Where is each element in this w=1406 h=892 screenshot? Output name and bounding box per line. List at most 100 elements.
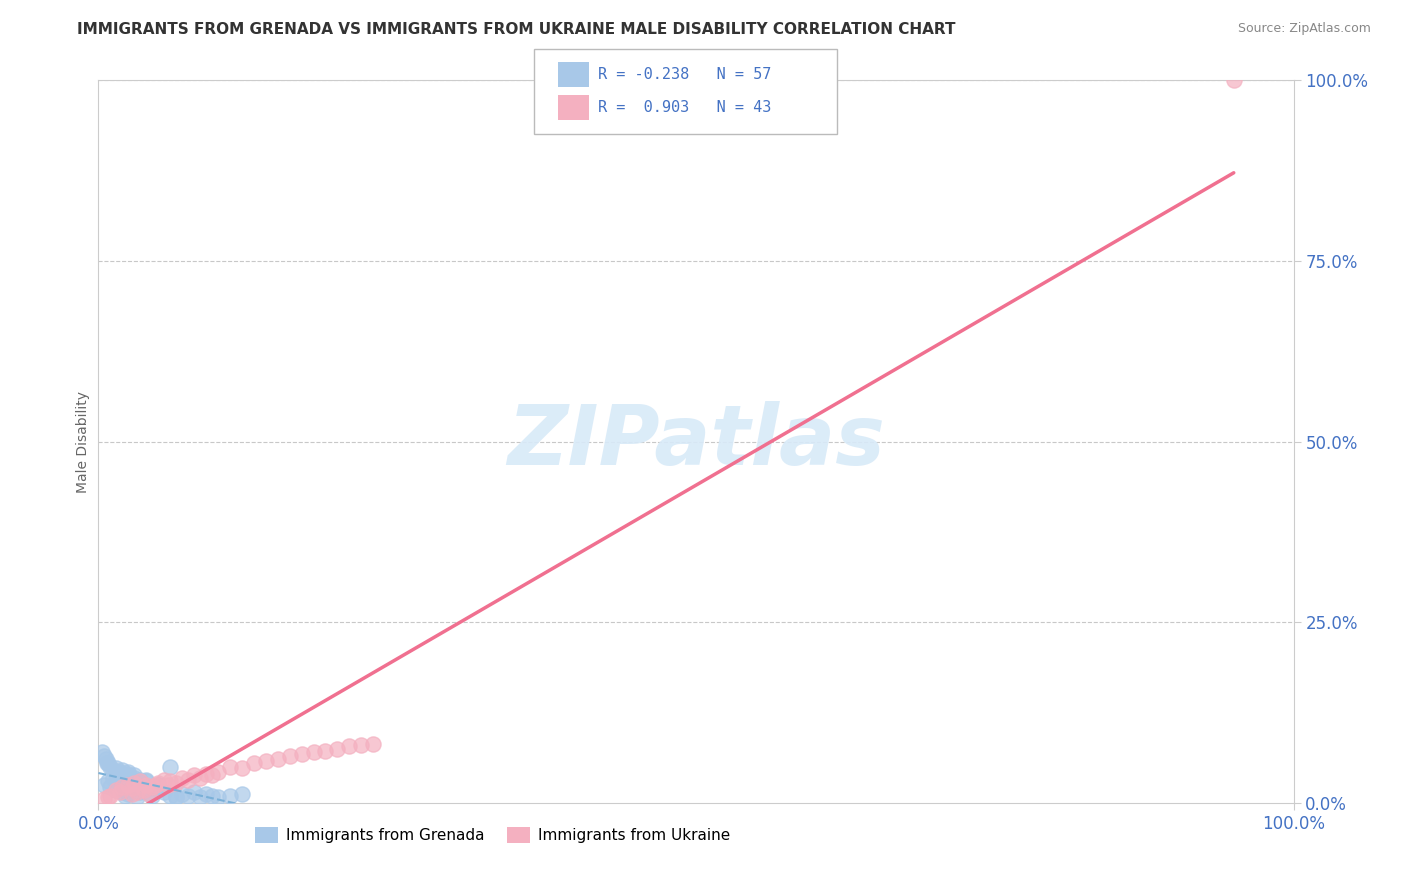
Point bbox=[177, 772, 200, 787]
Point bbox=[105, 772, 128, 787]
Point bbox=[98, 789, 122, 803]
Point bbox=[132, 782, 155, 797]
Point bbox=[96, 756, 118, 770]
Point bbox=[108, 775, 131, 789]
Text: R =  0.903   N = 43: R = 0.903 N = 43 bbox=[598, 100, 770, 114]
Point bbox=[111, 785, 134, 799]
Point bbox=[101, 764, 124, 778]
Text: ZIPatlas: ZIPatlas bbox=[508, 401, 884, 482]
Point bbox=[93, 792, 115, 806]
Point bbox=[195, 787, 218, 801]
Point bbox=[302, 745, 325, 759]
Point bbox=[278, 748, 301, 763]
Point bbox=[124, 775, 146, 789]
Point bbox=[207, 790, 229, 805]
Point bbox=[93, 778, 115, 792]
Text: R = -0.238   N = 57: R = -0.238 N = 57 bbox=[598, 67, 770, 81]
Point bbox=[105, 761, 128, 775]
Point bbox=[108, 785, 131, 799]
Point bbox=[108, 765, 131, 780]
Point bbox=[201, 789, 224, 803]
Point bbox=[101, 771, 124, 785]
Point bbox=[108, 778, 131, 792]
Point bbox=[129, 772, 152, 787]
Point bbox=[125, 790, 148, 805]
Point bbox=[138, 787, 160, 801]
Point bbox=[117, 778, 139, 792]
Point bbox=[350, 738, 373, 752]
Point bbox=[153, 772, 176, 787]
Point bbox=[98, 760, 122, 774]
Point bbox=[188, 790, 211, 805]
Point bbox=[124, 771, 146, 785]
Point bbox=[97, 756, 120, 770]
Point bbox=[94, 752, 117, 766]
Point bbox=[315, 744, 337, 758]
Point bbox=[141, 789, 163, 803]
Point bbox=[363, 737, 385, 751]
Point bbox=[135, 782, 157, 797]
Point bbox=[195, 767, 218, 781]
Point bbox=[117, 765, 139, 780]
Point bbox=[141, 780, 163, 794]
Text: Source: ZipAtlas.com: Source: ZipAtlas.com bbox=[1237, 22, 1371, 36]
Point bbox=[339, 739, 361, 754]
Point bbox=[172, 771, 194, 785]
Point bbox=[254, 754, 277, 768]
Point bbox=[183, 785, 205, 799]
Point bbox=[156, 778, 179, 792]
Point bbox=[97, 774, 120, 789]
Point bbox=[117, 767, 139, 781]
Point bbox=[159, 760, 181, 774]
Point bbox=[132, 780, 155, 794]
Point bbox=[231, 761, 253, 775]
Point bbox=[148, 778, 170, 792]
Point bbox=[159, 789, 181, 803]
Point bbox=[165, 775, 187, 789]
Point bbox=[121, 787, 143, 801]
Point bbox=[326, 741, 349, 756]
Point bbox=[114, 789, 136, 803]
Legend: Immigrants from Grenada, Immigrants from Ukraine: Immigrants from Grenada, Immigrants from… bbox=[249, 822, 737, 849]
Point bbox=[188, 771, 211, 785]
Point bbox=[219, 760, 242, 774]
Point bbox=[231, 787, 253, 801]
Point bbox=[91, 745, 114, 759]
Point bbox=[148, 782, 170, 797]
Point bbox=[114, 768, 136, 782]
Point bbox=[172, 787, 194, 801]
Point bbox=[201, 768, 224, 782]
Point bbox=[183, 768, 205, 782]
Point bbox=[125, 785, 148, 799]
Point bbox=[111, 764, 134, 778]
Point bbox=[129, 775, 152, 789]
Point bbox=[111, 767, 134, 781]
Point bbox=[145, 778, 167, 792]
Point bbox=[1223, 73, 1246, 87]
Point bbox=[121, 781, 143, 796]
Point bbox=[135, 778, 157, 792]
Point bbox=[117, 787, 139, 801]
Point bbox=[177, 789, 200, 803]
Point bbox=[141, 780, 163, 794]
Point bbox=[121, 780, 143, 794]
Point bbox=[148, 778, 170, 792]
Point bbox=[165, 790, 187, 805]
Point bbox=[165, 790, 187, 805]
Point bbox=[105, 782, 128, 797]
Point bbox=[135, 774, 157, 789]
Y-axis label: Male Disability: Male Disability bbox=[76, 391, 90, 492]
Point bbox=[159, 774, 181, 789]
Point bbox=[135, 772, 157, 787]
Point bbox=[97, 790, 120, 805]
Point bbox=[124, 768, 146, 782]
Point bbox=[291, 747, 314, 761]
Point bbox=[267, 752, 290, 766]
Point bbox=[219, 789, 242, 803]
Point bbox=[138, 787, 160, 801]
Point bbox=[98, 780, 122, 794]
Point bbox=[153, 785, 176, 799]
Point bbox=[243, 756, 266, 770]
Point bbox=[207, 765, 229, 780]
Point bbox=[148, 775, 170, 789]
